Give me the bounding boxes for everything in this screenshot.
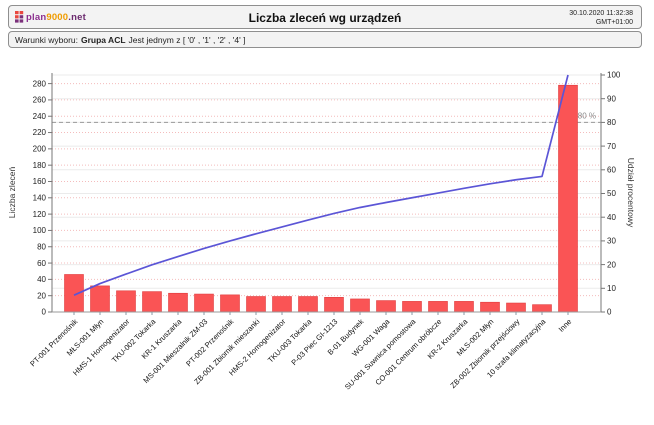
bar (272, 296, 292, 313)
cumulative-line (73, 74, 569, 296)
report-datetime: 30.10.2020 11:32:38 GMT+01:00 (569, 9, 633, 27)
bar (480, 301, 500, 313)
category-label: PT-001 Przenośnik (28, 317, 79, 368)
filter-prefix: Warunki wyboru: (15, 34, 78, 45)
filter-conditions-bar: Warunki wyboru: Grupa ACL Jest jednym z … (8, 31, 642, 48)
left-tick-label: 0 (42, 308, 47, 317)
bar (428, 301, 448, 313)
right-axis-title: Udział procentowy (626, 158, 636, 228)
left-tick-label: 180 (33, 161, 47, 170)
left-tick-label: 80 (37, 242, 46, 251)
bar (350, 298, 370, 313)
title-bar: plan9000.net Liczba zleceń wg urządzeń 3… (8, 5, 642, 29)
left-tick-label: 100 (33, 226, 47, 235)
right-tick-label: 70 (607, 142, 616, 151)
category-label: P-03 Piec GI-1213 (289, 317, 339, 367)
left-tick-label: 160 (33, 177, 47, 186)
right-tick-label: 40 (607, 213, 616, 222)
bar (64, 274, 84, 313)
left-tick-label: 60 (37, 259, 46, 268)
left-axis-title: Liczba zleceń (7, 166, 17, 218)
right-tick-label: 50 (607, 189, 616, 198)
right-tick-label: 0 (607, 308, 612, 317)
logo-text: plan9000.net (26, 11, 86, 23)
plan9000-logo: plan9000.net (15, 11, 86, 23)
bar (116, 290, 136, 313)
left-tick-label: 260 (33, 96, 47, 105)
right-tick-label: 100 (607, 71, 621, 80)
left-tick-label: 200 (33, 145, 47, 154)
bar (402, 301, 422, 313)
left-tick-label: 140 (33, 194, 47, 203)
bar (90, 285, 110, 313)
filter-field: Grupa ACL (80, 34, 126, 45)
category-label: PT-002 Przenośnik (184, 317, 235, 368)
category-label: Inne (557, 317, 574, 334)
left-tick-label: 40 (37, 275, 46, 284)
left-tick-label: 120 (33, 210, 47, 219)
right-tick-label: 10 (607, 284, 616, 293)
left-tick-label: 20 (37, 291, 46, 300)
right-tick-label: 60 (607, 166, 616, 175)
bar (246, 296, 266, 313)
logo-icon (15, 11, 24, 23)
bar (220, 294, 240, 313)
bar (298, 296, 318, 313)
bar (558, 84, 578, 313)
report-timezone: GMT+01:00 (595, 19, 633, 26)
right-tick-label: 90 (607, 94, 616, 103)
bar (376, 300, 396, 313)
right-tick-label: 30 (607, 237, 616, 246)
left-tick-label: 220 (33, 128, 47, 137)
bar (506, 302, 526, 313)
left-tick-label: 240 (33, 112, 47, 121)
filter-condition: Jest jednym z [ '0' , '1' , '2' , '4' ] (128, 34, 246, 45)
pareto-chart-svg: 80 %020406080100120140160180200220240260… (7, 71, 636, 392)
right-tick-label: 20 (607, 260, 616, 269)
page-title: Liczba zleceń wg urządzeń (248, 11, 402, 25)
threshold-label: 80 % (578, 111, 596, 120)
pareto-chart: 80 % 0 20 40 60 80 100 120 140 160 180 200 220 240 260… (0, 50, 654, 420)
bar (532, 304, 552, 313)
bar (194, 293, 214, 313)
report-date: 30.10.2020 11:32:38 (569, 10, 633, 17)
right-tick-label: 80 (607, 118, 616, 127)
bar (142, 291, 162, 313)
bar (324, 297, 344, 313)
left-tick-label: 280 (33, 79, 47, 88)
bar (168, 292, 188, 313)
bar (454, 301, 474, 313)
